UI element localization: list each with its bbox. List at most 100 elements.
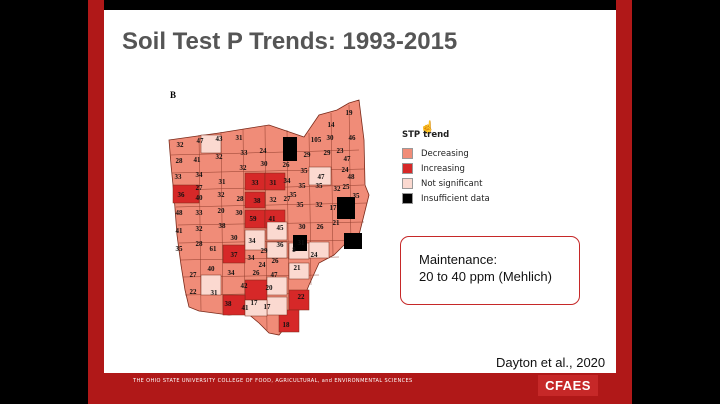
county-label: 32 (218, 191, 226, 199)
legend-label: Increasing (421, 163, 465, 174)
legend-label: Decreasing (421, 148, 469, 159)
county-label: 32 (270, 196, 278, 204)
county-insufficient-data (293, 235, 307, 251)
legend-item-not-significant: Not significant (402, 176, 490, 191)
county-label: 24 (259, 261, 267, 269)
county-label: 41 (194, 156, 202, 164)
county-label: 47 (318, 173, 326, 181)
county-label: 32 (177, 141, 185, 149)
county-label: 26 (317, 223, 325, 231)
slide-canvas: Soil Test P Trends: 1993-2015 B (104, 10, 616, 373)
county-label: 41 (269, 215, 277, 223)
legend-item-increasing: Increasing (402, 161, 490, 176)
county-label: 22 (298, 293, 306, 301)
county-label: 27 (284, 195, 292, 203)
county-label: 26 (283, 161, 291, 169)
map-panel-letter: B (170, 90, 177, 100)
county-label: 28 (176, 157, 184, 165)
legend-label: Not significant (421, 178, 483, 189)
maintenance-callout: Maintenance: 20 to 40 ppm (Mehlich) (400, 236, 580, 305)
county-label: 33 (175, 173, 183, 181)
county-label: 19 (346, 109, 354, 117)
county-not-significant (244, 229, 266, 251)
county-not-significant (200, 274, 222, 296)
county-not-significant (308, 241, 330, 259)
county-label: 20 (218, 207, 226, 215)
county-label: 22 (190, 288, 198, 296)
county-label: 47 (344, 155, 352, 163)
county-label: 8 (292, 246, 296, 254)
legend-swatch (402, 163, 413, 174)
county-label: 28 (196, 240, 204, 248)
county-increasing (222, 244, 246, 264)
county-insufficient-data (283, 137, 297, 161)
citation: Dayton et al., 2020 (496, 355, 606, 370)
county-label: 43 (216, 135, 224, 143)
county-label: 35 (176, 245, 184, 253)
county-label: 32 (196, 225, 204, 233)
county-label: 24 (342, 166, 350, 174)
county-label: 24 (311, 251, 319, 259)
county-label: 31 (211, 289, 219, 297)
county-not-significant (266, 241, 288, 259)
county-label: 34 (248, 254, 256, 262)
county-label: 37 (231, 251, 239, 259)
county-label: 41 (176, 227, 184, 235)
slide-frame-right (616, 0, 632, 404)
legend-swatch (402, 193, 413, 204)
county-label: 32 (316, 201, 324, 209)
legend-title: STP trend (402, 130, 450, 140)
county-label: 27 (196, 184, 204, 192)
county-label: 34 (284, 177, 292, 185)
county-label: 21 (294, 264, 302, 272)
county-label: 61 (210, 245, 218, 253)
county-increasing (278, 309, 300, 333)
county-label: 25 (343, 183, 351, 191)
county-label: 38 (219, 222, 227, 230)
county-label: 41 (242, 304, 250, 312)
county-label: 38 (254, 197, 262, 205)
county-increasing (264, 172, 286, 191)
county-label: 46 (349, 134, 357, 142)
county-not-significant (288, 262, 310, 280)
county-not-significant (200, 134, 222, 154)
county-label: 32 (334, 185, 342, 193)
county-label: 17 (264, 303, 272, 311)
county-label: 31 (298, 239, 306, 247)
legend-label: Insufficient data (421, 193, 490, 204)
ohio-county-map: 19 14 30 46 105 32 47 43 31 28 41 32 33 … (168, 99, 370, 336)
legend-item-decreasing: Decreasing (402, 146, 490, 161)
county-label: 33 (252, 179, 260, 187)
county-label: 32 (240, 164, 248, 172)
county-label: 42 (241, 282, 249, 290)
mouse-pointer-icon: ☝ (420, 120, 435, 134)
county-label: 45 (277, 224, 285, 232)
county-not-significant (266, 221, 288, 241)
county-label: 35 (316, 182, 324, 190)
cfaes-logo-badge: CFAES (538, 375, 598, 396)
county-label: 30 (231, 234, 239, 242)
county-label: 30 (327, 134, 335, 142)
legend-swatch (402, 148, 413, 159)
legend-item-insufficient-data: Insufficient data (402, 191, 490, 206)
county-label: 36 (178, 191, 186, 199)
county-label: 30 (261, 160, 269, 168)
county-increasing (244, 191, 266, 209)
county-label: 48 (348, 173, 356, 181)
county-label: 30 (299, 223, 307, 231)
county-label: 24 (260, 147, 268, 155)
county-label: 35 (297, 201, 305, 209)
county-label: 29 (261, 247, 269, 255)
county-label: 26 (272, 257, 280, 265)
county-label: 34 (249, 237, 257, 245)
county-not-significant (266, 276, 288, 296)
county-label: 48 (176, 209, 184, 217)
county-label: 28 (237, 195, 245, 203)
legend-swatch (402, 178, 413, 189)
county-label: 27 (190, 271, 198, 279)
county-label: 40 (208, 265, 216, 273)
county-label: 23 (337, 147, 345, 155)
county-not-significant (308, 166, 332, 186)
county-increasing (172, 184, 200, 204)
county-label: 34 (196, 171, 204, 179)
